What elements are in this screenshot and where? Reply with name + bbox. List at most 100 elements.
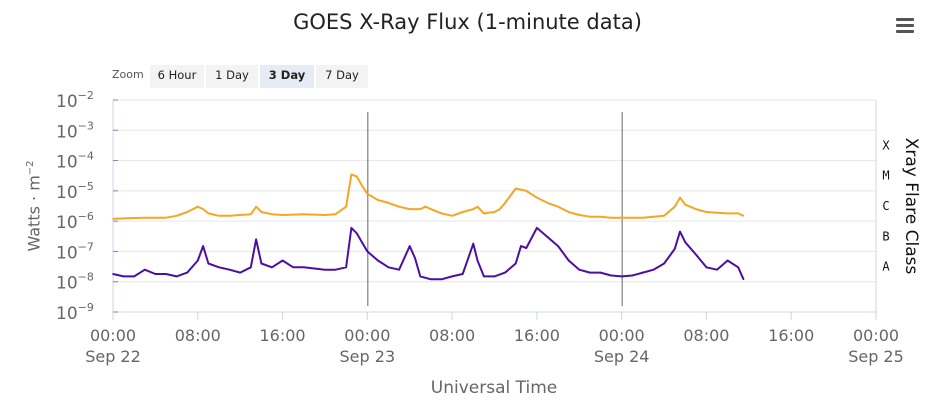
- long-channel-point: [228, 215, 231, 217]
- long-channel-point: [557, 205, 559, 208]
- long-channel-point: [493, 211, 496, 213]
- long-channel-point: [207, 212, 210, 215]
- long-channel-point: [567, 211, 570, 213]
- y-tick-label: 10−3: [56, 119, 94, 142]
- long-channel-point: [663, 215, 665, 217]
- short-channel-point: [589, 271, 591, 274]
- short-channel-point: [398, 268, 400, 271]
- short-channel-point: [271, 266, 273, 269]
- long-channel-point: [398, 205, 400, 208]
- zoom-1-day-button[interactable]: 1 Day: [206, 65, 258, 88]
- short-channel-point: [414, 257, 416, 259]
- short-channel-point: [302, 266, 305, 269]
- long-channel-point: [620, 216, 623, 219]
- right-axis-title: Xray Flare Class: [901, 137, 921, 275]
- long-channel-point: [377, 199, 379, 201]
- long-channel-line[interactable]: [112, 173, 744, 220]
- short-channel-point: [345, 266, 347, 269]
- long-channel-point: [239, 214, 241, 216]
- long-channel-point: [695, 208, 697, 210]
- zoom-3-day-button[interactable]: 3 Day: [260, 65, 314, 88]
- short-channel-point: [620, 275, 623, 278]
- short-channel-point: [292, 266, 294, 269]
- long-channel-point: [742, 215, 745, 217]
- x-axis-title: Universal Time: [430, 378, 558, 398]
- long-channel-point: [726, 212, 729, 215]
- long-channel-point: [472, 208, 475, 210]
- short-channel-point: [228, 268, 231, 271]
- x-tick-label: 08:00: [683, 326, 729, 345]
- short-channel-point: [695, 253, 697, 256]
- short-channel-point: [281, 259, 284, 262]
- short-channel-point: [472, 242, 475, 245]
- long-channel-point: [578, 214, 581, 216]
- long-channel-point: [271, 213, 273, 215]
- long-channel-point: [642, 216, 644, 219]
- short-channel-point: [476, 259, 479, 262]
- short-channel-point: [366, 250, 369, 253]
- y-axis-title: Watts · m−2: [24, 160, 44, 252]
- x-tick-label: 08:00: [429, 326, 475, 345]
- short-channel-point: [419, 275, 422, 278]
- x-tick-date-label: Sep 23: [340, 347, 396, 366]
- short-channel-point: [567, 259, 570, 262]
- zoom-7-day-button[interactable]: 7 Day: [316, 65, 368, 88]
- short-channel-point: [387, 266, 390, 269]
- short-channel-point: [504, 271, 506, 274]
- long-channel-point: [165, 216, 167, 219]
- hamburger-menu-icon[interactable]: [893, 16, 917, 36]
- x-tick-label: 16:00: [260, 326, 306, 345]
- long-channel-point: [599, 215, 602, 218]
- long-channel-point: [504, 202, 506, 204]
- long-channel-point: [345, 205, 347, 208]
- x-tick-label: 00:00: [90, 326, 136, 345]
- short-channel-point: [112, 273, 114, 275]
- short-channel-point: [520, 245, 522, 247]
- long-channel-point: [355, 175, 358, 178]
- long-channel-point: [324, 214, 326, 216]
- long-channel-point: [652, 215, 655, 218]
- flare-class-label: M: [882, 169, 889, 183]
- long-channel-point: [546, 202, 549, 204]
- long-channel-point: [451, 215, 453, 217]
- short-channel-point: [599, 271, 602, 274]
- x-tick-date-label: Sep 22: [85, 347, 141, 366]
- y-tick-label: 10−7: [56, 240, 94, 263]
- short-channel-line[interactable]: [112, 226, 745, 281]
- flare-class-label: C: [882, 199, 889, 213]
- long-channel-point: [387, 202, 390, 204]
- short-channel-point: [260, 262, 263, 265]
- short-channel-point: [218, 266, 220, 269]
- zoom-6-hour-button[interactable]: 6 Hour: [150, 65, 204, 88]
- long-channel-point: [461, 211, 464, 213]
- short-channel-point: [122, 275, 125, 278]
- right-axis-title-wrap: Xray Flare Class: [896, 100, 926, 312]
- short-channel-point: [514, 262, 517, 265]
- short-channel-point: [631, 274, 634, 277]
- short-channel-point: [430, 278, 432, 281]
- long-channel-point: [334, 213, 337, 215]
- chart-title: GOES X-Ray Flux (1-minute data): [293, 10, 642, 34]
- y-tick-label: 10−6: [56, 210, 94, 233]
- long-channel-point: [249, 213, 252, 215]
- short-channel-point: [642, 271, 644, 274]
- long-channel-point: [175, 215, 178, 217]
- x-tick-label: 08:00: [175, 326, 221, 345]
- short-channel-point: [440, 278, 443, 281]
- long-channel-point: [281, 214, 284, 216]
- long-channel-point: [440, 212, 443, 215]
- short-channel-point: [355, 232, 358, 234]
- short-channel-point: [684, 241, 687, 244]
- y-tick-label: 10−9: [56, 301, 94, 324]
- x-tick-label: 00:00: [599, 326, 645, 345]
- short-channel-point: [610, 274, 612, 277]
- short-channel-point: [652, 268, 655, 271]
- long-channel-point: [302, 213, 305, 215]
- long-channel-point: [255, 205, 257, 208]
- short-channel-point: [737, 266, 740, 269]
- x-tick-label: 16:00: [768, 326, 814, 345]
- long-channel-point: [112, 217, 114, 220]
- short-channel-point: [546, 236, 549, 238]
- long-channel-point: [430, 208, 432, 210]
